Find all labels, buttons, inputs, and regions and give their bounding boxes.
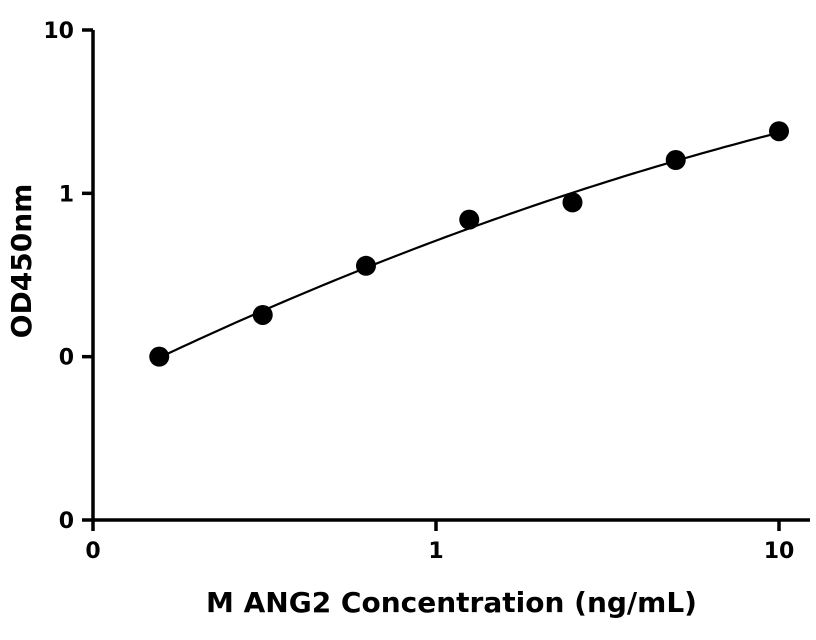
data-point — [252, 304, 273, 325]
data-point — [355, 255, 376, 276]
data-point — [149, 346, 170, 367]
y-tick-label: 10 — [43, 19, 74, 44]
data-point — [459, 209, 480, 230]
y-tick-label: 0 — [59, 509, 74, 534]
data-point — [769, 121, 789, 142]
x-axis-title: M ANG2 Concentration (ng/mL) — [206, 586, 697, 619]
x-tick-label: 0 — [85, 539, 100, 564]
data-point — [562, 192, 583, 213]
y-axis-title: OD450nm — [5, 184, 38, 339]
x-tick-label: 10 — [764, 539, 795, 564]
data-point — [665, 149, 686, 170]
x-tick-label: 1 — [428, 539, 443, 564]
y-tick-label: 0 — [59, 346, 74, 371]
axes — [91, 30, 810, 522]
fit-curve — [158, 131, 780, 359]
y-tick-label: 1 — [59, 182, 74, 207]
plot-area — [149, 121, 789, 367]
